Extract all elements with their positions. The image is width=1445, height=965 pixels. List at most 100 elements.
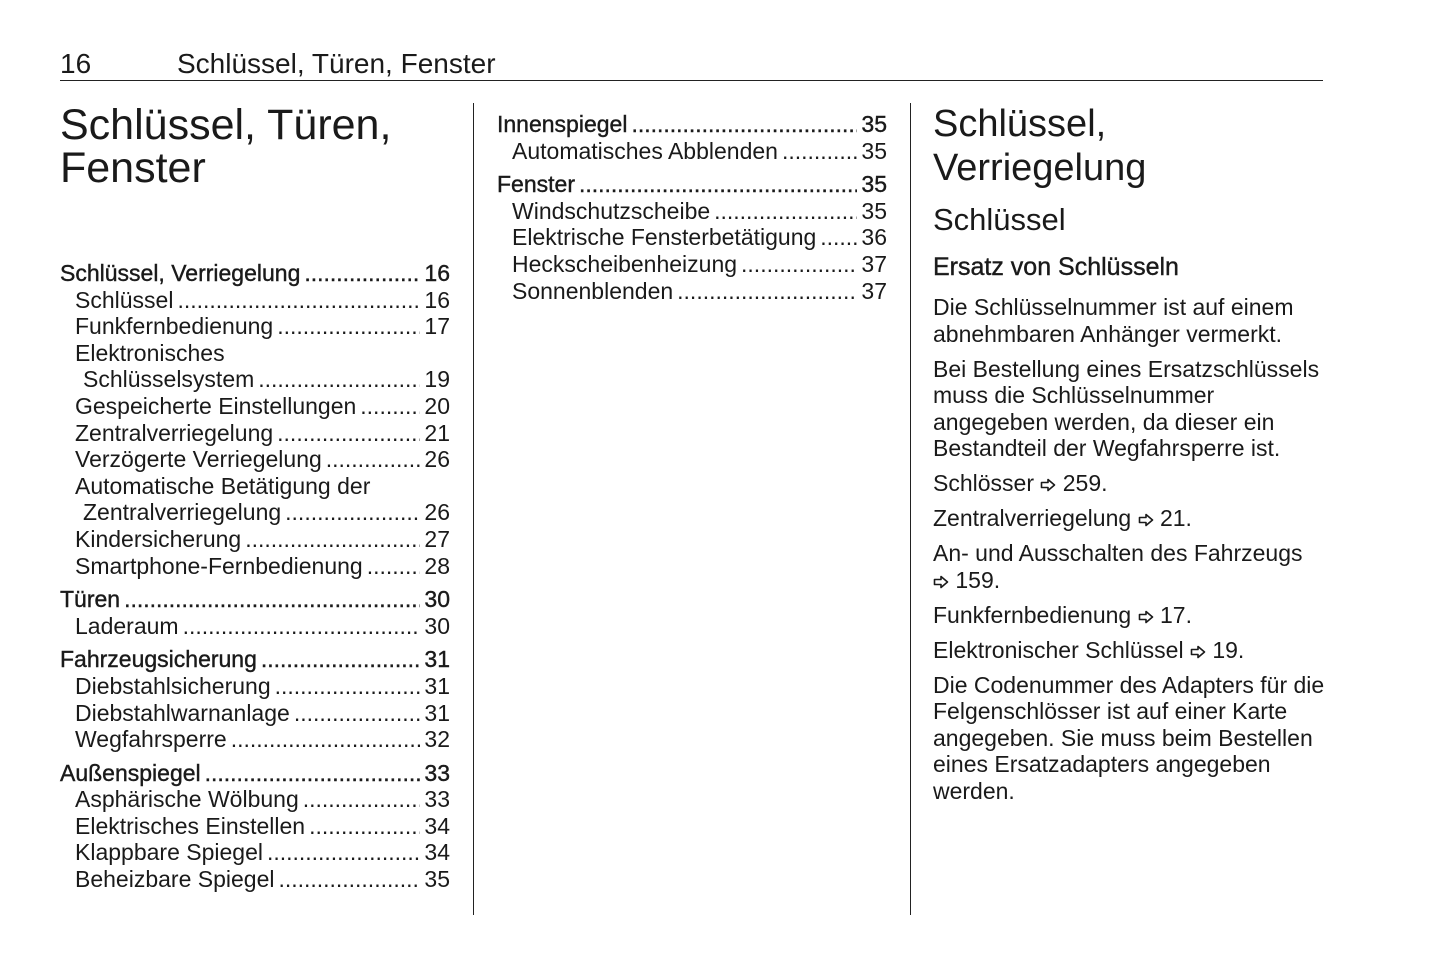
chapter-title-line: Schlüssel, Türen, [60,101,392,149]
toc-entry-page: 34 [424,812,450,839]
toc-entry-label: Laderaum [75,612,179,639]
toc-entry-label: Automatische Betätigung der [75,472,371,499]
toc-entry-label: Sonnenblenden [512,277,674,304]
dot-leader [285,499,420,526]
toc-entry[interactable]: Automatisches Abblenden 35 [497,138,887,165]
toc-entry[interactable]: Schlüssel, Verriegelung 16 [60,260,450,287]
toc-entry[interactable]: Gespeicherte Einstellungen 20 [60,393,450,420]
table-of-contents-col1: Schlüssel, Verriegelung 16Schlüssel16Funk… [60,260,450,893]
toc-entry[interactable]: Fenster 35 [497,171,887,198]
toc-entry-label: Türen [60,586,121,613]
paragraph-text: Bei Bestellung eines Ersatzschlüs­sels m… [933,355,1320,462]
page-number: 16 [60,48,92,79]
toc-entry-label: Gespeicherte Einstellungen [75,392,357,419]
paragraph-text: Funkfernbedienung [933,601,1132,628]
page-reference-link[interactable]: 159. [955,566,1001,593]
toc-entry[interactable]: Smartphone-Fernbedienung 28 [60,553,450,580]
toc-entry[interactable]: Außenspiegel 33 [60,759,450,787]
toc-entry-page: 35 [424,866,450,893]
toc-entry-page: 31 [424,672,450,699]
section-heading: Schlüssel, Verriegelung [933,103,1147,189]
toc-entry-label: Fenster [497,171,575,198]
paragraph: Die Codenummer des Adapters für die Felg… [933,672,1328,805]
toc-entry-label: Klappbare Spiegel [75,839,263,866]
dot-leader [820,224,857,251]
toc-entry[interactable]: Zentralverriegelung 21 [60,420,450,447]
toc-entry-page: 33 [424,786,450,813]
toc-entry[interactable]: Fahrzeugsicherung 31 [60,646,450,673]
toc-entry-label: Innenspiegel [497,111,628,137]
toc-entry[interactable]: Windschutzscheibe 35 [497,198,887,225]
chapter-title: Schlüssel, Türen, Fenster [60,104,391,190]
dot-leader [631,111,857,138]
toc-entry[interactable]: Elektrisches Einstellen 34 [60,813,450,840]
toc-entry-page: 20 [424,392,450,419]
toc-entry[interactable]: Verzögerte Verriegelung 26 [60,446,450,473]
paragraph-text: Elektronischer Schlüssel [933,636,1184,663]
toc-entry[interactable]: Wegfahrsperre 32 [60,726,450,753]
dot-leader [205,760,421,787]
paragraph-text: Die Codenummer des Adapters für die Felg… [933,671,1325,804]
dot-leader [303,786,421,813]
toc-entry[interactable]: Diebstahlsicherung 31 [60,673,450,700]
dot-leader [267,839,420,866]
toc-entry[interactable]: Zentralverriegelung 26 [60,499,450,526]
toc-entry-page: 16 [424,260,450,286]
toc-entry[interactable]: Beheizbare Spiegel 35 [60,866,450,893]
toc-entry-label: Schlüsselsystem [83,366,255,393]
toc-entry[interactable]: Sonnenblenden 37 [497,278,887,305]
dot-leader [309,813,420,840]
toc-entry[interactable]: Kindersicherung 27 [60,526,450,553]
toc-entry[interactable]: Klappbare Spiegel 34 [60,839,450,866]
toc-entry-page: 27 [424,525,450,552]
arrow-right-outline-icon [933,568,949,588]
toc-entry[interactable]: Elektronisches [60,340,450,367]
paragraph: Die Schlüsselnummer ist auf einem abnehm… [933,294,1328,347]
toc-entry-page: 17 [424,313,450,340]
dot-leader [367,553,421,580]
toc-entry[interactable]: Schlüsselsystem 19 [60,366,450,393]
dot-leader [258,366,420,393]
dot-leader [261,646,421,673]
section-content: Schlüssel, Verriegelung Schlüssel Ersatz… [933,102,1328,813]
dot-leader [278,866,420,893]
toc-entry[interactable]: Automatische Betätigung der [60,473,450,500]
chapter-title-line: Fenster [60,144,206,192]
toc-entry-label: Diebstahlsicherung [75,672,271,699]
table-of-contents-col2: Innenspiegel35Automatisches Abblenden35F… [497,111,887,304]
toc-entry[interactable]: Türen 30 [60,586,450,613]
toc-entry-label: Zentralverriegelung [75,419,274,446]
toc-entry-page: 36 [861,224,887,251]
toc-entry[interactable]: Diebstahlwarnanlage 31 [60,700,450,727]
page-reference-link[interactable]: 19. [1212,636,1245,663]
subsection-heading: Schlüssel [933,202,1066,237]
toc-entry-page: 35 [861,111,887,137]
toc-entry-page: 37 [861,277,887,304]
dot-leader [714,198,857,225]
toc-entry[interactable]: Laderaum 30 [60,613,450,640]
dot-leader [245,526,420,553]
toc-entry-page: 28 [424,552,450,579]
toc-entry-label: Beheizbare Spiegel [75,866,275,893]
page-reference-link[interactable]: 21. [1159,505,1192,531]
dot-leader [326,446,421,473]
toc-entry-page: 35 [861,197,887,224]
arrow-right-outline-icon [1190,638,1206,658]
column-divider [473,103,474,915]
toc-entry-label: Automatisches Abblenden [512,137,778,164]
page-reference-link[interactable]: 259. [1062,470,1108,496]
dot-leader [782,138,857,165]
toc-entry[interactable]: Innenspiegel 35 [497,111,887,138]
dot-leader [231,726,421,753]
dot-leader [124,586,420,613]
page-reference-link[interactable]: 17. [1160,601,1192,628]
toc-entry-label: Schlüssel, Verriegelung [60,260,301,286]
toc-entry[interactable]: Elektrische Fensterbetätigung 36 [497,224,887,251]
toc-entry[interactable]: Schlüssel 16 [60,287,450,314]
toc-entry[interactable]: Funkfernbedienung 17 [60,313,450,340]
toc-entry-label: Außenspiegel [60,759,201,786]
toc-entry[interactable]: Asphärische Wölbung 33 [60,786,450,813]
toc-entry[interactable]: Heckscheibenheizung 37 [497,251,887,278]
dot-leader [294,700,421,727]
dot-leader [677,278,857,305]
